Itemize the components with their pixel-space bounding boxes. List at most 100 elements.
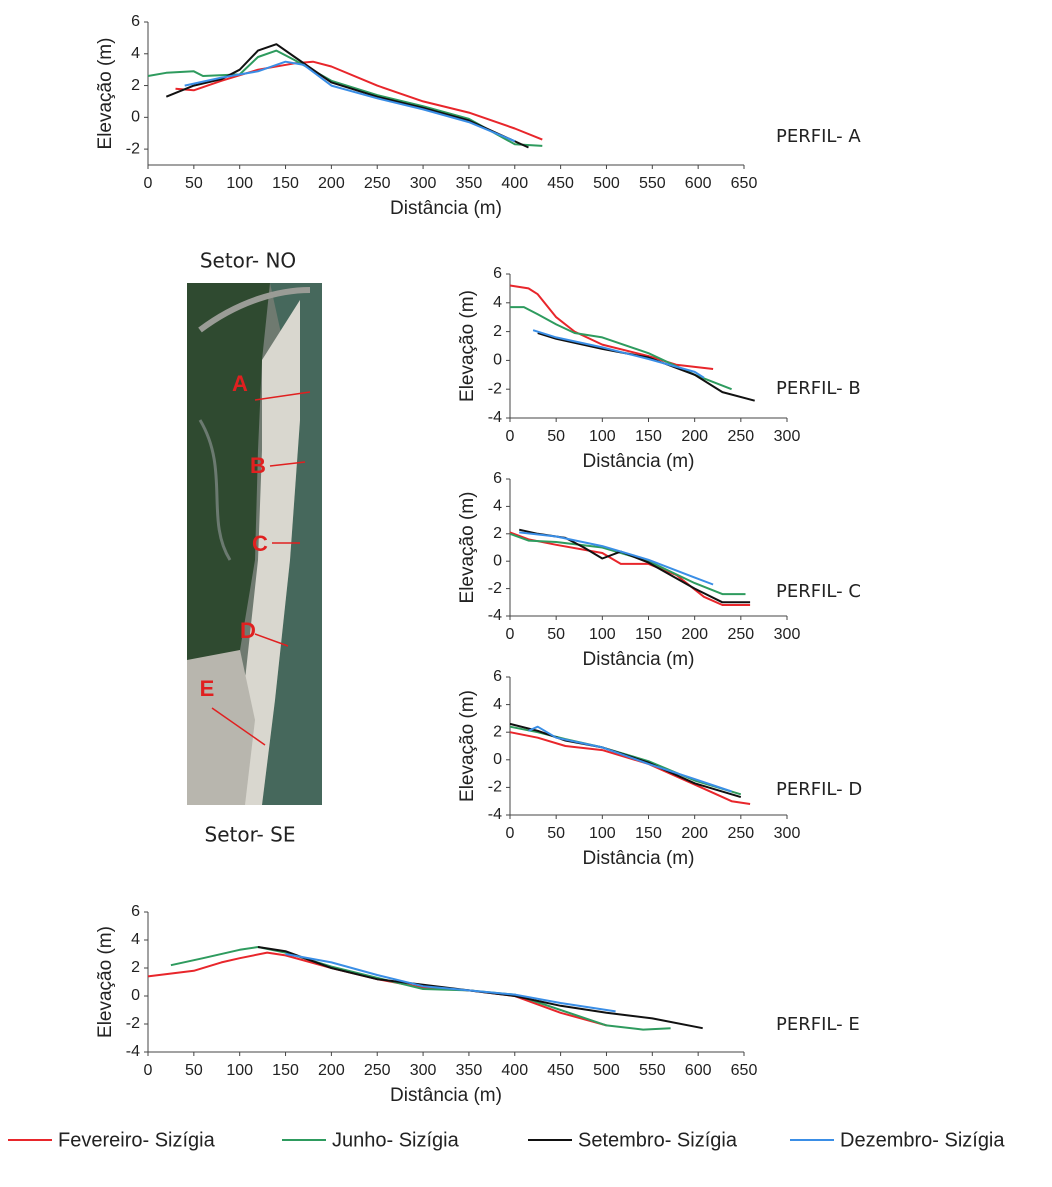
y-tick-label: 2 <box>131 959 140 976</box>
x-tick-label: 250 <box>727 825 754 842</box>
x-tick-label: 450 <box>547 175 574 192</box>
x-tick-label: 300 <box>774 825 801 842</box>
y-tick-label: 4 <box>493 294 502 311</box>
profile-line <box>269 461 306 467</box>
profile-label: PERFIL- A <box>776 126 861 147</box>
x-tick-label: 150 <box>635 825 662 842</box>
sand-flat <box>187 650 255 805</box>
x-tick-label: 500 <box>593 1062 620 1079</box>
x-tick-label: 50 <box>185 175 203 192</box>
y-tick-label: 4 <box>131 931 140 948</box>
profile-label: PERFIL- B <box>776 378 861 399</box>
map-title: Setor- NO <box>200 249 296 273</box>
y-tick-label: 6 <box>493 470 502 487</box>
x-tick-label: 300 <box>774 428 801 445</box>
series-line <box>170 946 671 1031</box>
forest <box>187 283 270 680</box>
x-tick-label: 0 <box>506 428 515 445</box>
x-axis-label: Distância (m) <box>583 649 695 670</box>
x-tick-label: 250 <box>727 428 754 445</box>
x-tick-label: 0 <box>144 1062 153 1079</box>
chart: -4 -2 0 2 4 6 0 50 100 150 200 250 300 Distância (m) E… <box>457 470 861 670</box>
series-line <box>509 531 751 606</box>
profile-line <box>254 391 311 401</box>
chart: -4 -2 0 2 4 6 0 50 100 150 200 250 300 Distância (m) E… <box>457 265 861 472</box>
sea <box>262 283 322 805</box>
x-tick-label: 300 <box>410 175 437 192</box>
y-axis-label: Elevação (m) <box>457 492 478 604</box>
x-tick-label: 200 <box>318 175 345 192</box>
x-tick-label: 150 <box>272 175 299 192</box>
x-tick-label: 100 <box>589 626 616 643</box>
x-tick-label: 150 <box>272 1062 299 1079</box>
series-line <box>532 329 705 379</box>
y-tick-label: 0 <box>493 352 502 369</box>
x-tick-label: 100 <box>226 175 253 192</box>
chart: -2 0 2 4 6 0 50 100 150 200 250 300 350 400 450 500 550 6… <box>95 13 861 219</box>
x-tick-label: 0 <box>506 825 515 842</box>
y-tick-label: 6 <box>131 13 140 30</box>
y-tick-label: -2 <box>488 580 502 597</box>
profile-line <box>211 707 266 746</box>
y-tick-label: 6 <box>493 265 502 282</box>
y-tick-label: -2 <box>126 140 140 157</box>
series-line <box>165 43 529 149</box>
x-tick-label: 200 <box>681 428 708 445</box>
x-tick-label: 100 <box>589 825 616 842</box>
x-tick-label: 250 <box>364 1062 391 1079</box>
x-tick-label: 50 <box>547 626 565 643</box>
legend-label: Setembro- Sizígia <box>578 1129 738 1151</box>
x-tick-label: 600 <box>685 175 712 192</box>
y-tick-label: 0 <box>131 987 140 1004</box>
x-tick-label: 150 <box>635 428 662 445</box>
map-title: Setor- SE <box>205 823 296 847</box>
legend-label: Dezembro- Sizígia <box>840 1129 1005 1151</box>
river <box>198 287 311 333</box>
series-line <box>509 725 742 796</box>
x-tick-label: 550 <box>639 1062 666 1079</box>
x-tick-label: 650 <box>731 1062 758 1079</box>
x-tick-label: 50 <box>547 428 565 445</box>
series-line <box>184 60 516 143</box>
map-label: C <box>252 531 268 556</box>
x-tick-label: 50 <box>547 825 565 842</box>
x-tick-label: 200 <box>681 825 708 842</box>
x-tick-label: 400 <box>501 1062 528 1079</box>
y-tick-label: 0 <box>493 751 502 768</box>
x-tick-label: 100 <box>589 428 616 445</box>
series-line <box>147 49 543 147</box>
x-axis-label: Distância (m) <box>390 1085 502 1106</box>
y-tick-label: -2 <box>488 380 502 397</box>
y-tick-label: -4 <box>488 806 502 823</box>
x-axis-label: Distância (m) <box>583 848 695 869</box>
x-tick-label: 150 <box>635 626 662 643</box>
satellite-map: Setor- NO Setor- SE <box>187 249 322 847</box>
x-tick-label: 300 <box>774 626 801 643</box>
river <box>198 419 232 561</box>
y-tick-label: 4 <box>493 696 502 713</box>
series-line <box>528 725 732 793</box>
x-tick-label: 650 <box>731 175 758 192</box>
series-line <box>519 531 714 586</box>
x-tick-label: 0 <box>144 175 153 192</box>
profile-label: PERFIL- E <box>776 1014 860 1035</box>
x-tick-label: 250 <box>364 175 391 192</box>
series-line <box>257 946 703 1030</box>
x-tick-label: 550 <box>639 175 666 192</box>
map-label: B <box>250 453 266 478</box>
y-tick-label: -4 <box>488 409 502 426</box>
legend: Fevereiro- Sizígia Junho- Sizígia Setembro… <box>8 1129 1005 1151</box>
y-tick-label: -4 <box>126 1043 140 1060</box>
legend-label: Junho- Sizígia <box>332 1129 460 1151</box>
x-tick-label: 500 <box>593 175 620 192</box>
chart: -4 -2 0 2 4 6 0 50 100 150 200 250 300 350 400 450 500 55… <box>95 903 860 1106</box>
y-tick-label: 6 <box>131 903 140 920</box>
y-tick-label: 4 <box>493 498 502 515</box>
profile-label: PERFIL- D <box>776 779 862 800</box>
x-tick-label: 200 <box>681 626 708 643</box>
y-tick-label: 4 <box>131 45 140 62</box>
x-tick-label: 350 <box>456 175 483 192</box>
x-axis-label: Distância (m) <box>583 451 695 472</box>
beach <box>235 300 300 805</box>
